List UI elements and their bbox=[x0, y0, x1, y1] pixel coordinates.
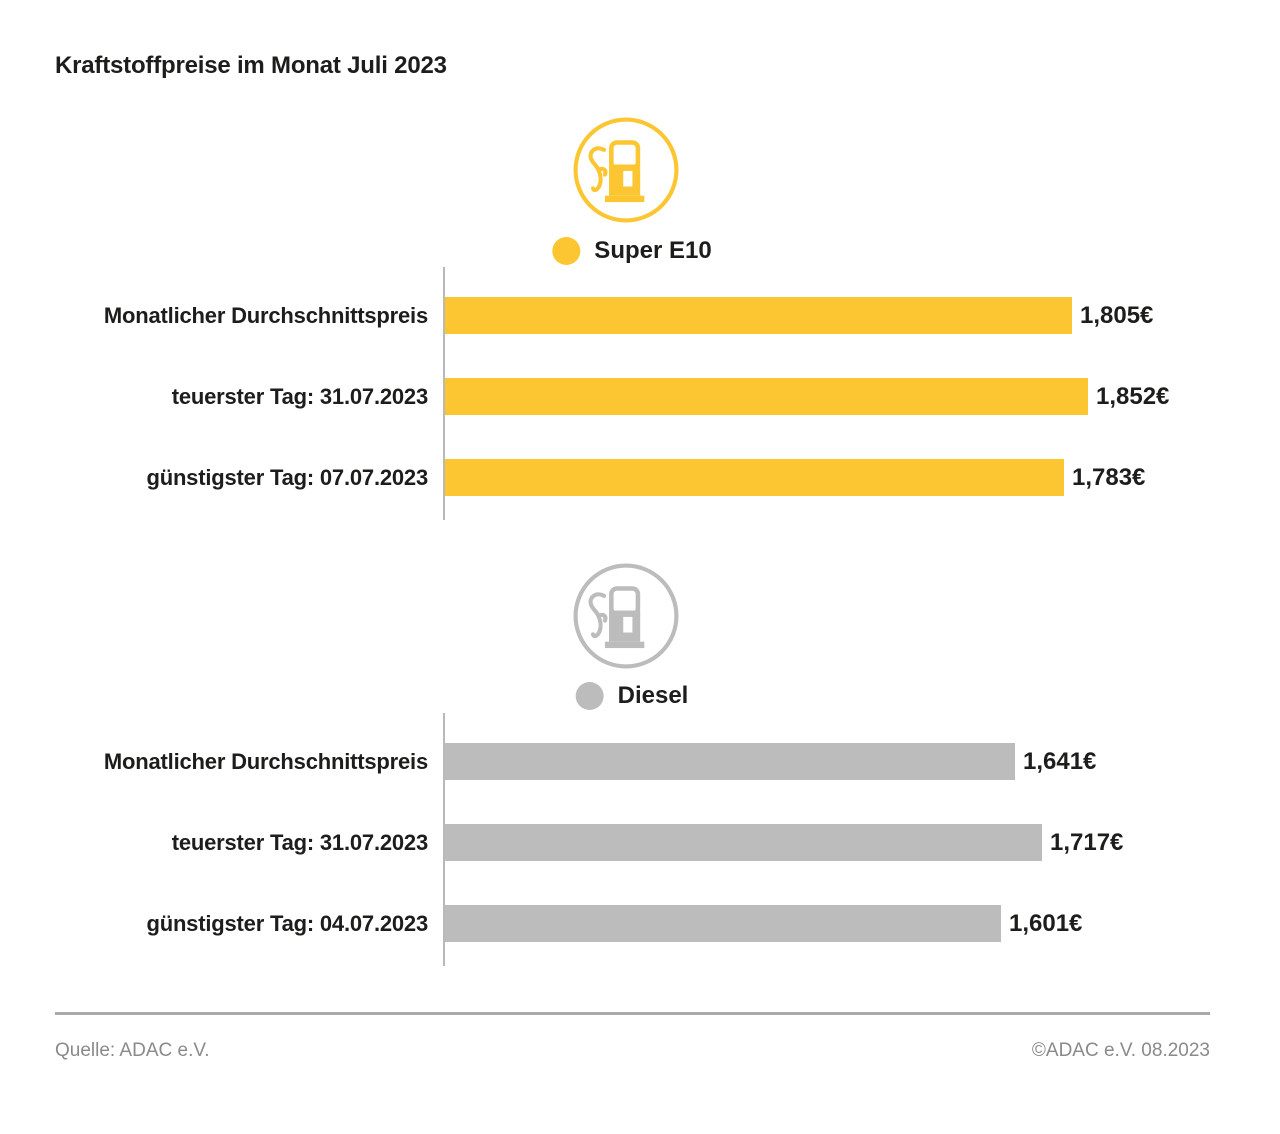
bar-row: günstigster Tag: 04.07.2023 1,601€ bbox=[55, 905, 1255, 942]
bar-label: günstigster Tag: 04.07.2023 bbox=[146, 911, 428, 936]
bar-value: 1,783€ bbox=[1072, 464, 1146, 491]
footer-divider bbox=[55, 1012, 1210, 1015]
fuel-pump-icon bbox=[571, 115, 681, 225]
source-note: Quelle: ADAC e.V. bbox=[55, 1040, 210, 1061]
fuel-pump-icon bbox=[571, 561, 681, 671]
bar-label: günstigster Tag: 07.07.2023 bbox=[146, 465, 428, 490]
legend-diesel: Diesel bbox=[575, 682, 689, 710]
bar-value: 1,641€ bbox=[1023, 748, 1097, 775]
bar-value: 1,852€ bbox=[1096, 383, 1170, 410]
bar-row: günstigster Tag: 07.07.2023 1,783€ bbox=[55, 459, 1255, 496]
bar-label: Monatlicher Durchschnittspreis bbox=[103, 749, 428, 774]
bar-row: teuerster Tag: 31.07.2023 1,717€ bbox=[55, 824, 1255, 861]
legend-label: Diesel bbox=[617, 682, 689, 709]
chart-super-e10: Monatlicher Durchschnittspreis 1,805€ te… bbox=[55, 267, 1255, 520]
bar-value: 1,805€ bbox=[1080, 302, 1154, 329]
bar bbox=[444, 297, 1072, 334]
bar bbox=[444, 459, 1064, 496]
axis-line bbox=[443, 713, 445, 966]
legend-label: Super E10 bbox=[594, 237, 712, 264]
copyright-note: ©ADAC e.V. 08.2023 bbox=[1031, 1040, 1210, 1061]
bar-label: Monatlicher Durchschnittspreis bbox=[103, 303, 428, 328]
bar-label: teuerster Tag: 31.07.2023 bbox=[171, 830, 428, 855]
bar-label: teuerster Tag: 31.07.2023 bbox=[171, 384, 428, 409]
bar-row: Monatlicher Durchschnittspreis 1,805€ bbox=[55, 297, 1255, 334]
page-title: Kraftstoffpreise im Monat Juli 2023 bbox=[55, 52, 447, 79]
axis-line bbox=[443, 267, 445, 520]
legend-dot-icon bbox=[552, 237, 581, 265]
bar-row: teuerster Tag: 31.07.2023 1,852€ bbox=[55, 378, 1255, 415]
bar-value: 1,717€ bbox=[1050, 829, 1124, 856]
legend-super-e10: Super E10 bbox=[552, 237, 712, 265]
bar-row: Monatlicher Durchschnittspreis 1,641€ bbox=[55, 743, 1255, 780]
bar bbox=[444, 824, 1042, 861]
bar bbox=[444, 743, 1015, 780]
bar bbox=[444, 905, 1001, 942]
legend-dot-icon bbox=[575, 682, 604, 710]
bar bbox=[444, 378, 1088, 415]
bar-value: 1,601€ bbox=[1009, 910, 1083, 937]
chart-diesel: Monatlicher Durchschnittspreis 1,641€ te… bbox=[55, 713, 1255, 966]
